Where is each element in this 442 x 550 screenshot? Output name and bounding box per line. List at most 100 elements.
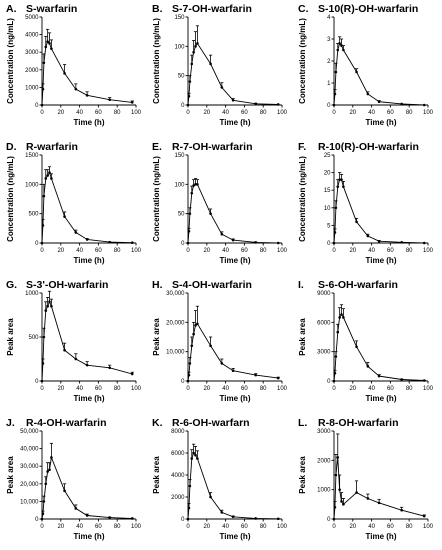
data-point <box>42 61 46 65</box>
data-point <box>342 185 345 188</box>
data-point <box>192 184 195 187</box>
data-point <box>377 100 381 103</box>
x-axis-label: Time (h) <box>74 118 105 127</box>
panel-letter: D. <box>6 141 17 153</box>
y-tick-label: 3000 <box>317 429 331 435</box>
y-tick-label: 10,000 <box>20 499 39 505</box>
y-tick-label: 20,000 <box>166 320 185 326</box>
x-tick-label: 0 <box>332 386 336 392</box>
x-tick-label: 80 <box>114 386 121 392</box>
data-point <box>340 313 343 316</box>
data-point <box>41 512 45 516</box>
x-tick-label: 100 <box>131 386 142 392</box>
series-line <box>333 457 425 520</box>
x-tick-label: 40 <box>76 248 83 254</box>
y-tick-label: 10 <box>324 206 331 212</box>
data-point <box>188 484 192 488</box>
x-axis-label: Time (h) <box>74 256 105 265</box>
data-point <box>186 241 190 245</box>
x-tick-label: 20 <box>57 524 64 530</box>
y-tick-label: 50 <box>178 212 185 218</box>
x-axis-label: Time (h) <box>220 118 251 127</box>
x-tick-label: 80 <box>260 248 267 254</box>
x-tick-label: 100 <box>131 248 142 254</box>
x-tick-label: 0 <box>40 524 44 530</box>
y-tick-label: 100 <box>174 44 185 50</box>
data-point <box>338 316 341 319</box>
y-tick-label: 1500 <box>25 153 39 159</box>
panel-title: S-3'-OH-warfarin <box>26 279 108 291</box>
data-point <box>48 171 51 174</box>
y-tick-label: 0 <box>327 103 331 109</box>
data-point <box>196 322 199 326</box>
data-point <box>194 183 197 186</box>
y-axis-label: Peak area <box>152 456 161 494</box>
data-point <box>190 191 194 195</box>
data-point <box>186 379 190 383</box>
y-tick-label: 0 <box>35 379 39 385</box>
panel-title: S-4-OH-warfarin <box>172 279 252 291</box>
data-point <box>74 87 78 91</box>
panel-letter: F. <box>298 141 306 153</box>
x-tick-label: 60 <box>241 110 248 116</box>
x-tick-label: 40 <box>222 524 229 530</box>
data-point <box>194 45 197 48</box>
y-axis-label: Concentration (ng/mL) <box>6 156 15 242</box>
data-point <box>333 231 337 234</box>
x-tick-label: 20 <box>203 248 210 254</box>
data-point <box>192 332 195 336</box>
data-point <box>336 48 340 52</box>
series-line <box>41 455 133 520</box>
data-point <box>340 178 343 181</box>
y-tick-label: 4000 <box>171 473 185 479</box>
x-tick-label: 20 <box>349 386 356 392</box>
data-point <box>41 362 45 365</box>
data-point <box>422 514 426 518</box>
data-point <box>108 98 111 102</box>
y-tick-label: 0 <box>181 241 185 247</box>
data-point <box>63 489 66 493</box>
y-axis-label: Peak area <box>152 318 161 356</box>
y-tick-label: 8000 <box>171 429 185 435</box>
data-point <box>44 177 48 180</box>
x-tick-label: 80 <box>260 110 267 116</box>
x-tick-label: 100 <box>131 110 142 116</box>
y-tick-label: 0 <box>181 517 185 523</box>
panel-title: S-warfarin <box>26 3 77 15</box>
data-point <box>276 517 280 521</box>
data-point <box>63 72 66 75</box>
data-point <box>342 503 345 506</box>
y-tick-label: 2000 <box>317 458 331 464</box>
y-tick-label: 2 <box>327 59 331 65</box>
y-tick-label: 2000 <box>25 68 39 74</box>
x-axis-label: Time (h) <box>220 394 251 403</box>
data-point <box>276 103 280 106</box>
series-line <box>187 323 279 382</box>
panel-title: R-4-OH-warfarin <box>26 417 107 429</box>
x-tick-label: 80 <box>260 524 267 530</box>
y-tick-label: 1000 <box>25 85 39 91</box>
data-point <box>46 470 49 473</box>
data-point <box>41 87 45 91</box>
data-point <box>231 515 235 519</box>
data-point <box>340 500 343 503</box>
y-tick-label: 25 <box>324 153 331 159</box>
data-point <box>366 365 370 368</box>
x-tick-label: 20 <box>203 110 210 116</box>
x-axis-label: Time (h) <box>366 532 397 541</box>
data-point <box>332 379 336 383</box>
data-point <box>336 330 340 334</box>
x-tick-label: 20 <box>203 524 210 530</box>
panel-letter: L. <box>298 417 307 429</box>
y-tick-label: 30,000 <box>166 291 185 297</box>
data-point <box>50 177 53 180</box>
panel-title: R-warfarin <box>26 141 78 153</box>
data-point <box>209 62 212 66</box>
data-point <box>188 362 192 365</box>
panel-l: L. R-8-OH-warfarin 0 1000 2000 3000 0 20 40 60 80 1… <box>298 417 434 541</box>
data-point <box>42 335 46 339</box>
data-point <box>74 357 78 361</box>
data-point <box>42 500 46 503</box>
data-point <box>400 240 403 244</box>
y-tick-label: 0 <box>181 103 185 109</box>
